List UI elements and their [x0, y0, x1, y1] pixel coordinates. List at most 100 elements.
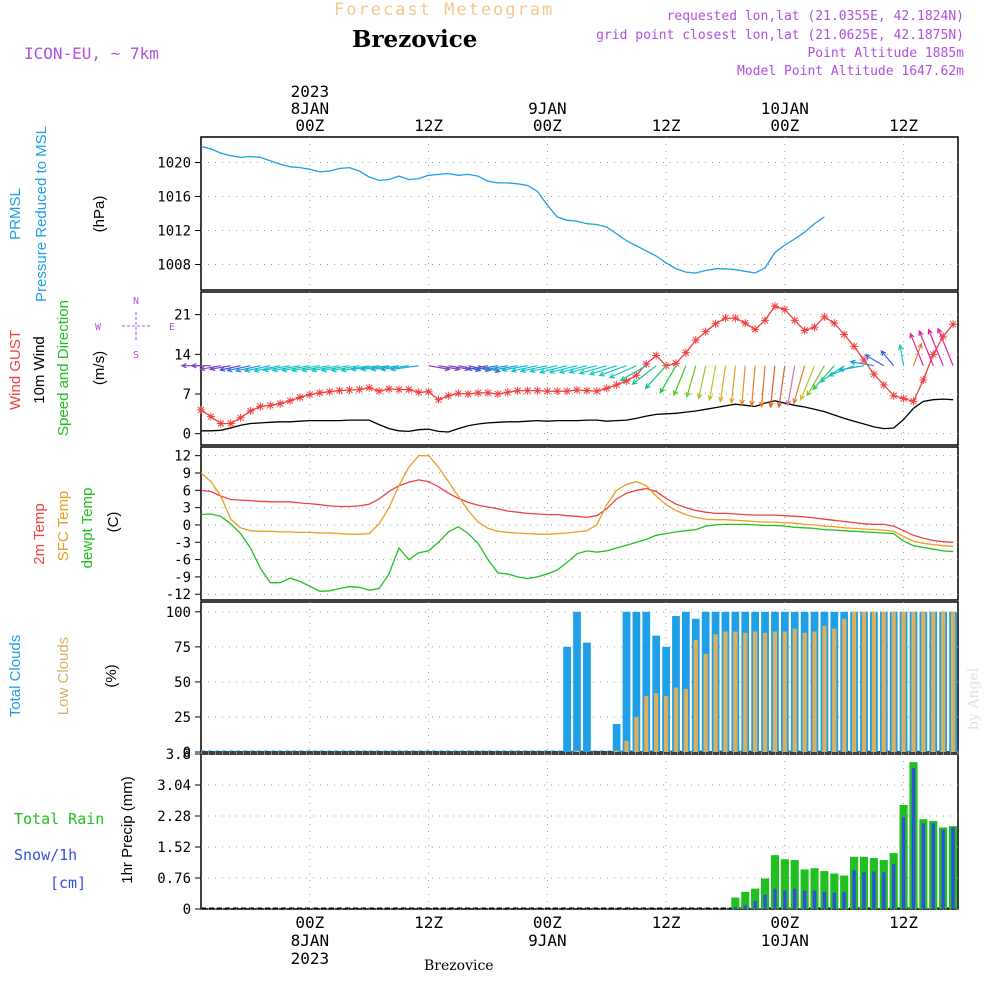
wind-direction-arrow: [500, 365, 528, 373]
low-cloud-bar: [673, 687, 679, 752]
total-cloud-bar: [622, 611, 631, 752]
wind-gust-marker: [553, 387, 562, 396]
temperature-ytick-label: -12: [166, 587, 191, 603]
low-cloud-bar: [901, 611, 906, 752]
wind-gust-ylabel: Wind GUST: [7, 330, 24, 410]
wind-gust-marker: [731, 314, 740, 323]
snow-bar: [753, 900, 757, 909]
wind-direction-arrow: [659, 365, 677, 394]
wind-gust-marker: [503, 388, 512, 397]
wind-direction-arrow: [880, 349, 895, 367]
footer-location: Brezovice: [424, 958, 494, 974]
wind-gust-marker: [414, 388, 423, 397]
wind-gust-marker: [909, 397, 918, 406]
wind-direction-arrow: [739, 365, 746, 406]
wind-direction-arrow: [776, 365, 786, 409]
wind-gust-marker: [840, 330, 849, 339]
top-time-label: 12Z: [652, 116, 681, 135]
wind-direction-arrow: [912, 342, 923, 366]
wind-gust-marker: [197, 405, 205, 414]
compass-n: N: [133, 296, 139, 307]
wind-gust-marker: [691, 336, 700, 345]
low-cloud-bar: [812, 631, 817, 752]
wind-gust-marker: [939, 332, 948, 341]
wind-gust-marker: [464, 390, 473, 398]
snow-bar: [852, 870, 856, 909]
temperature-ytick-label: 0: [183, 518, 191, 534]
low-cloud-bar: [743, 632, 748, 752]
low-cloud-bar: [614, 750, 619, 752]
pressure-ytick-label: 1012: [157, 224, 191, 240]
wind-gust-marker: [810, 323, 819, 332]
wind-gust-marker: [444, 391, 453, 400]
top-time-label: 2023: [291, 82, 330, 101]
wind-direction-arrow: [253, 365, 281, 373]
wind-direction-arrow: [785, 365, 796, 407]
wind-direction-arrow: [340, 365, 370, 373]
wind-gust-marker: [335, 386, 344, 395]
wind-direction-arrow: [819, 365, 845, 383]
wind-unit: (m/s): [91, 351, 108, 385]
clouds-ytick-label: 25: [174, 710, 191, 726]
wind-gust-marker: [246, 407, 255, 415]
compass-e: E: [169, 322, 175, 333]
wind-direction-arrow: [631, 365, 657, 386]
rain-bar: [760, 878, 770, 909]
wind-gust-marker: [790, 316, 799, 325]
pressure-ytick-label: 1016: [157, 190, 191, 206]
compass-cross: [122, 312, 150, 340]
wind-gust-marker: [226, 419, 235, 428]
total-cloud-bar: [583, 642, 591, 752]
precip-ytick-label: 0.76: [157, 871, 191, 887]
wind-gust-marker: [355, 385, 364, 394]
low-cloud-bar: [871, 611, 877, 752]
bottom-time-label: 2023: [291, 949, 330, 968]
wind-direction-arrow: [578, 365, 607, 375]
total-cloud-bar: [612, 723, 621, 752]
rain-legend: Total Rain: [14, 810, 104, 828]
wind-gust-marker: [523, 386, 532, 395]
top-time-label: 00Z: [533, 116, 562, 135]
temperature-ytick-label: 6: [183, 483, 191, 499]
wind-gust-marker: [899, 394, 908, 403]
low-cloud-bar: [891, 611, 896, 752]
wind-gust-marker: [454, 389, 463, 398]
low-cloud-bar: [941, 611, 946, 752]
wind-gust-marker: [325, 387, 334, 396]
wind-gust-marker: [513, 386, 522, 395]
pressure-unit: (hPa): [91, 196, 108, 233]
wind-direction-arrow: [768, 365, 776, 409]
temperature-ytick-label: 12: [174, 449, 191, 465]
wind-speed-line: [201, 398, 954, 433]
total-cloud-bar: [642, 611, 651, 752]
low-cloud-bar: [881, 611, 886, 752]
low-cloud-bar: [842, 618, 847, 752]
wind-direction-arrow: [673, 365, 687, 397]
snow-bar: [862, 872, 866, 909]
top-time-label: 12Z: [414, 116, 443, 135]
snow-bar: [812, 890, 817, 909]
top-time-label: 9JAN: [528, 99, 567, 118]
clouds-ytick-label: 75: [174, 640, 191, 656]
low-cloud-bar: [703, 653, 708, 752]
wind-direction-arrow: [837, 365, 865, 372]
wind-gust-marker: [681, 348, 690, 357]
low-cloud-bar: [634, 716, 639, 752]
wind-gust-marker: [256, 402, 265, 411]
wind-direction-arrow: [389, 365, 419, 372]
temperature-ytick-label: 9: [183, 466, 191, 482]
compass-w: W: [95, 322, 102, 333]
temp-sfc-line: [200, 455, 954, 547]
compass-s: S: [133, 350, 139, 361]
pressure-panel-frame: [200, 136, 959, 291]
wind-gust-marker: [662, 361, 671, 370]
wind-gust-marker: [315, 388, 324, 397]
wind-gust-marker: [592, 387, 601, 396]
top-time-label: 00Z: [770, 116, 799, 135]
wind-gust-marker: [830, 319, 839, 328]
wind-gust-marker: [236, 413, 245, 422]
wind-gust-marker: [474, 388, 483, 397]
total-cloud-bar: [672, 616, 680, 752]
wind-ytick-label: 0: [183, 427, 191, 443]
